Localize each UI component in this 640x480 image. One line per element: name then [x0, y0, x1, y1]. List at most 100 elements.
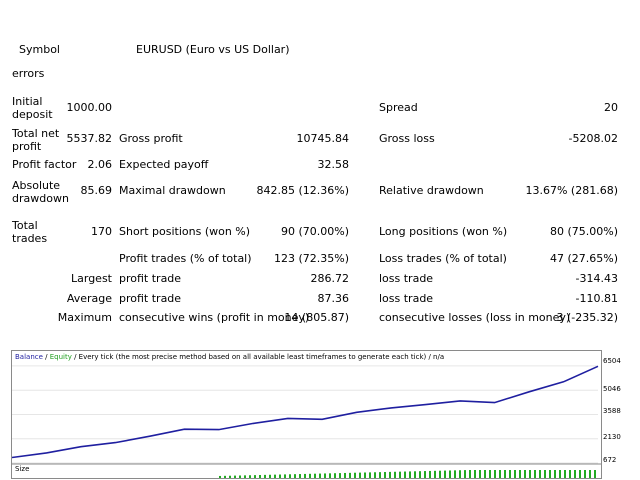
size-bar	[409, 471, 411, 478]
profit-factor-value: 2.06	[87, 158, 113, 171]
loss-trades-value: 47 (27.65%)	[549, 252, 618, 265]
size-bar	[324, 473, 326, 478]
y-tick-label: 6504	[603, 357, 621, 365]
spread-value: 20	[604, 101, 618, 114]
symbol-value: EURUSD (Euro vs US Dollar)	[136, 43, 290, 56]
largest-profit-value: 286.72	[310, 272, 350, 285]
size-bar	[394, 471, 396, 478]
size-bar	[464, 470, 466, 478]
maximal-drawdown-value: 842.85 (12.36%)	[256, 184, 349, 197]
chart-frame: Balance / Equity / Every tick (the most …	[11, 350, 602, 479]
size-bar	[334, 473, 336, 478]
size-bar	[434, 470, 436, 478]
size-bar	[489, 470, 491, 478]
chart-plot	[12, 365, 601, 478]
maximal-drawdown-label: Maximal drawdown	[119, 184, 226, 197]
average-loss-label: loss trade	[379, 292, 434, 305]
profit-trades-label: Profit trades (% of total)	[119, 252, 252, 265]
size-bar	[594, 470, 596, 478]
errors-label: errors	[12, 67, 45, 80]
y-tick-label: 672	[603, 456, 617, 464]
size-bar	[554, 470, 556, 478]
size-bar	[274, 474, 276, 478]
size-bar	[389, 471, 391, 478]
total-trades-value: 170	[91, 225, 112, 238]
loss-trades-label: Loss trades (% of total)	[379, 252, 507, 265]
legend-equity: Equity	[49, 353, 72, 361]
size-bar	[454, 470, 456, 478]
size-bar	[504, 470, 506, 478]
symbol-label: Symbol	[19, 43, 60, 56]
size-bar	[309, 473, 311, 478]
size-bar	[424, 471, 426, 478]
balance-chart: Balance / Equity / Every tick (the most …	[0, 345, 640, 480]
size-bar	[369, 472, 371, 478]
size-bar	[539, 470, 541, 478]
size-bar	[249, 475, 251, 478]
size-bar	[339, 473, 341, 478]
max-consec-wins-value: 14 (805.87)	[284, 311, 349, 324]
short-positions-value: 90 (70.00%)	[280, 225, 349, 238]
absolute-drawdown-value: 85.69	[80, 184, 113, 197]
y-tick-label: 5046	[603, 385, 621, 393]
spread-label: Spread	[379, 101, 418, 114]
size-bar	[499, 470, 501, 478]
size-bar	[444, 470, 446, 478]
legend-separator: /	[42, 353, 50, 361]
size-bar	[439, 470, 441, 478]
size-bar	[399, 471, 401, 478]
short-positions-label: Short positions (won %)	[119, 225, 251, 238]
gross-loss-value: -5208.02	[568, 132, 618, 145]
size-bar	[284, 474, 286, 478]
average-label: Average	[66, 292, 112, 305]
size-bar	[529, 470, 531, 478]
legend-description: / Every tick (the most precise method ba…	[71, 353, 445, 361]
max-consec-losses-label: consecutive losses (loss in money)	[379, 311, 571, 324]
average-profit-value: 87.36	[317, 292, 350, 305]
largest-loss-label: loss trade	[379, 272, 434, 285]
gross-profit-label: Gross profit	[119, 132, 183, 145]
y-tick-label: 3588	[603, 407, 621, 415]
size-bar	[299, 474, 301, 478]
size-bar	[474, 470, 476, 478]
size-bar	[379, 472, 381, 478]
size-bar	[574, 470, 576, 478]
size-bar	[314, 473, 316, 478]
size-bar	[584, 470, 586, 478]
size-bar	[429, 470, 431, 478]
size-bar	[224, 475, 226, 478]
size-bar	[354, 472, 356, 478]
size-bar	[254, 475, 256, 478]
gross-profit-value: 10745.84	[296, 132, 350, 145]
size-bar	[484, 470, 486, 478]
size-bar	[279, 474, 281, 478]
size-bar	[579, 470, 581, 478]
size-bar	[344, 472, 346, 478]
size-bar	[514, 470, 516, 478]
legend-balance: Balance	[15, 353, 43, 361]
gross-loss-label: Gross loss	[379, 132, 435, 145]
size-bar	[544, 470, 546, 478]
balance-series-line	[12, 365, 599, 459]
size-bar	[349, 472, 351, 478]
size-bar	[459, 470, 461, 478]
absolute-drawdown-label: Absolute drawdown	[12, 179, 69, 205]
size-bar	[534, 470, 536, 478]
size-bar	[359, 472, 361, 478]
size-label: Size	[15, 465, 30, 473]
size-bar	[404, 471, 406, 478]
total-net-profit-label: Total net profit	[12, 127, 60, 153]
size-bar	[414, 471, 416, 478]
size-bar	[589, 470, 591, 478]
total-net-profit-value: 5537.82	[66, 132, 113, 145]
size-bar	[419, 471, 421, 478]
size-bar	[479, 470, 481, 478]
max-consec-wins-label: consecutive wins (profit in money)	[119, 311, 310, 324]
size-bar	[364, 472, 366, 478]
largest-profit-label: profit trade	[119, 272, 182, 285]
size-bar	[329, 473, 331, 478]
size-bar	[469, 470, 471, 478]
size-bar	[239, 475, 241, 478]
size-bar	[449, 470, 451, 478]
size-bar	[549, 470, 551, 478]
